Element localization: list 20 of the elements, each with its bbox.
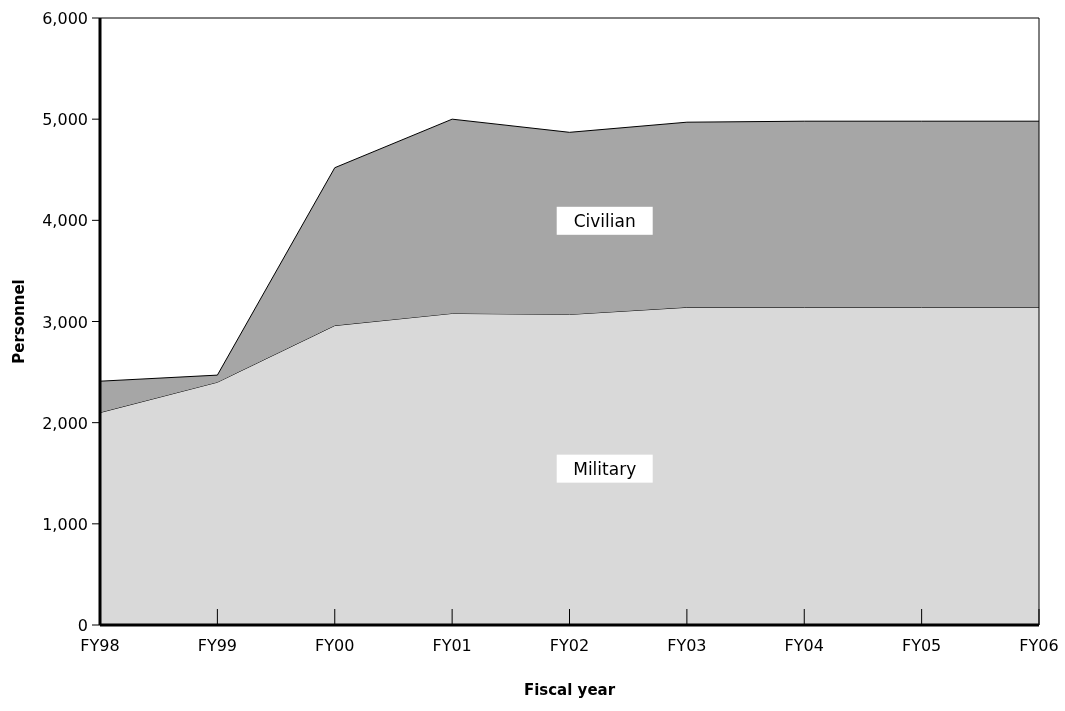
y-tick-label: 6,000 [42,9,88,28]
y-tick-label: 1,000 [42,514,88,534]
y-axis-title: Personnel [10,279,28,364]
x-axis-title: Fiscal year [523,681,616,699]
x-tick-label: FY99 [197,636,238,655]
x-tick-label: FY02 [549,636,590,655]
y-tick-label: 4,000 [42,211,88,231]
x-tick-label: FY05 [901,636,942,655]
y-tick-label: 3,000 [42,312,88,332]
x-tick-label: FY04 [784,636,824,655]
x-tick-label: FY00 [315,636,355,655]
series-label: Military [573,458,637,479]
y-tick-label: 0 [77,616,88,635]
y-tick-label: 5,000 [42,110,88,130]
x-tick-label: FY06 [1019,636,1059,655]
x-tick-label: FY03 [667,636,707,655]
x-tick-label: FY01 [432,636,472,655]
y-tick-label: 2,000 [42,413,88,433]
x-tick-label: FY98 [80,636,120,655]
series-label: Civilian [573,210,636,231]
